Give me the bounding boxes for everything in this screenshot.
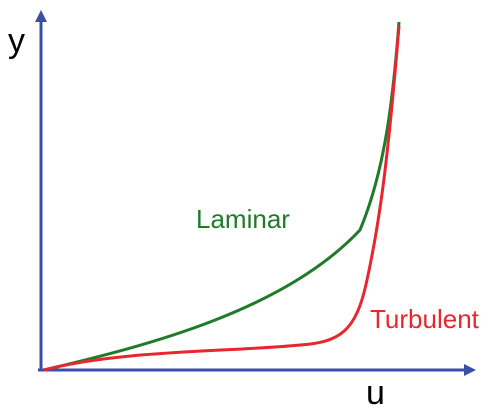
laminar-label: Laminar [196,204,290,234]
laminar-curve [43,21,401,372]
x-axis-label: u [366,374,385,409]
turbulent-curve [43,25,401,372]
y-axis-label: y [8,22,25,60]
turbulent-label: Turbulent [370,304,480,334]
